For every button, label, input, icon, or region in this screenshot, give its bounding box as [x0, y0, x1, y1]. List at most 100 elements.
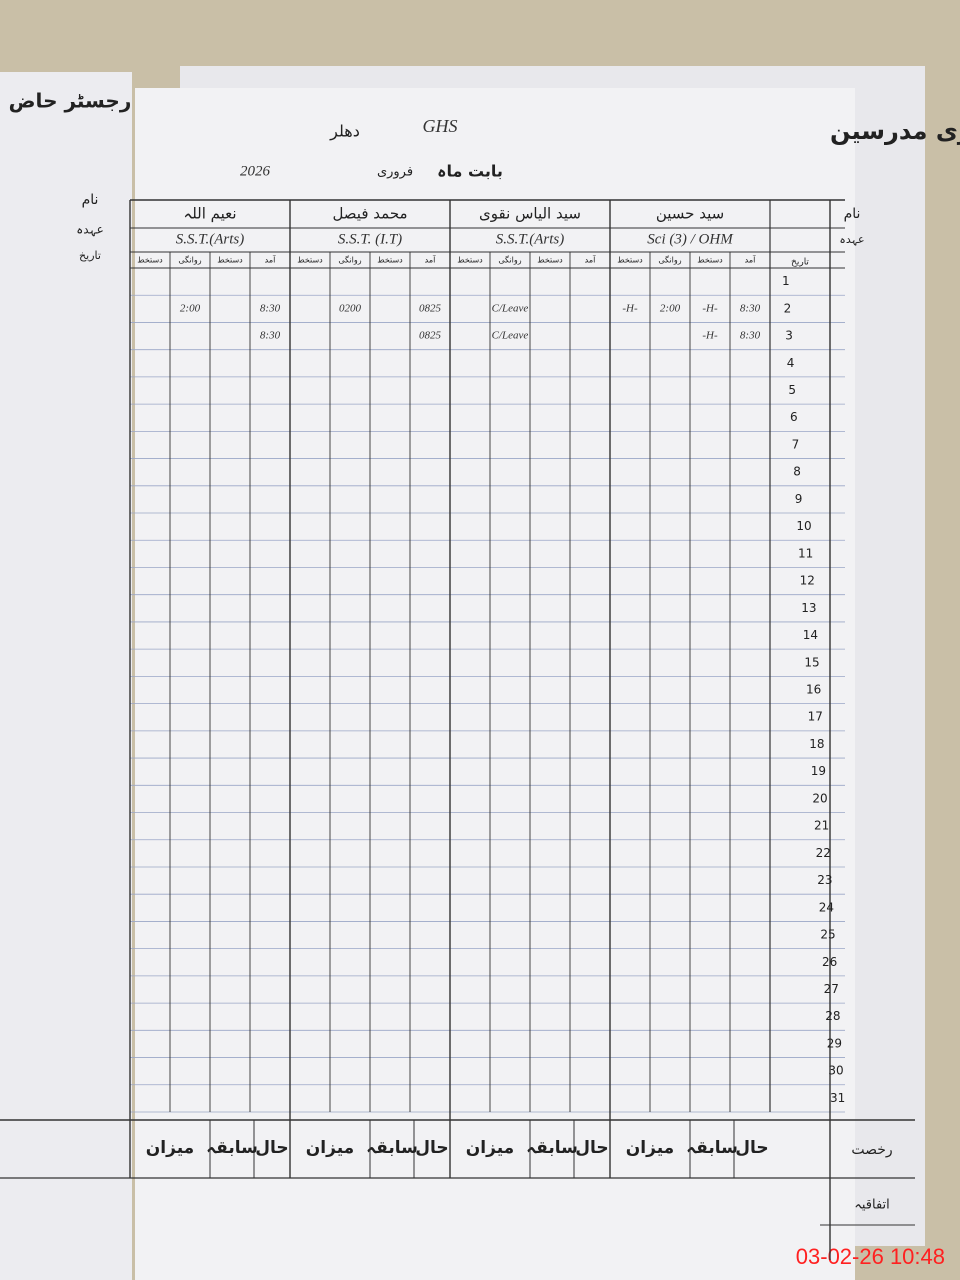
date-number: 21 [814, 819, 829, 833]
subcolumn-label: دستخط [217, 256, 243, 265]
subcolumn-label: آمد [425, 255, 436, 265]
teacher-designation: S.S.T.(Arts) [176, 231, 244, 247]
teacher-designation: S.S.T.(Arts) [496, 231, 564, 247]
date-number: 12 [800, 574, 815, 588]
footer-casual: اتفاقیہ [854, 1198, 890, 1213]
date-number: 24 [819, 900, 834, 914]
teacher-name: سید حسین [656, 205, 724, 223]
date-number: 19 [811, 764, 826, 778]
footer-label: سابقہ [366, 1138, 418, 1158]
teacher-designation: S.S.T. (I.T) [338, 231, 402, 247]
left-label: نام [82, 192, 99, 208]
date-number: 3 [785, 329, 793, 343]
date-number: 2 [784, 301, 792, 315]
timestamp: 03-02-26 10:48 [796, 1244, 945, 1269]
subcolumn-label: دستخط [537, 256, 563, 265]
subcolumn-label: دستخط [617, 256, 643, 265]
date-number: 1 [782, 274, 790, 288]
date-number: 25 [820, 928, 835, 942]
left-title: رجسٹر حاض [9, 89, 132, 113]
date-number: 16 [806, 683, 821, 697]
month: فروری [377, 165, 413, 180]
attendance-entry: 8:30 [740, 302, 761, 314]
teacher-name: نعیم اللہ [183, 205, 236, 223]
attendance-entry: 8:30 [260, 330, 281, 342]
footer-label: حال [575, 1138, 608, 1158]
attendance-entry: -H- [702, 330, 718, 342]
label-designation: عہدہ [839, 233, 864, 246]
subcolumn-label: دستخط [697, 256, 723, 265]
label-name: نام [844, 206, 861, 222]
footer-label: حال [735, 1138, 768, 1158]
footer-label: میزان [466, 1138, 514, 1158]
attendance-entry: C/Leave [492, 330, 529, 342]
date-number: 18 [809, 737, 824, 751]
subcolumn-label: دستخط [297, 256, 323, 265]
date-number: 6 [790, 410, 798, 424]
subcolumn-label: دستخط [457, 256, 483, 265]
date-number: 14 [803, 628, 818, 642]
footer-label: حال [415, 1138, 448, 1158]
date-number: 28 [825, 1009, 840, 1023]
date-number: 26 [822, 955, 837, 969]
date-number: 4 [787, 356, 795, 370]
date-number: 13 [801, 601, 816, 615]
subcolumn-label: دستخط [377, 256, 403, 265]
attendance-entry: C/Leave [492, 302, 529, 314]
footer-label: میزان [626, 1138, 674, 1158]
footer-label: میزان [146, 1138, 194, 1158]
footer-label: سابقہ [206, 1138, 258, 1158]
date-number: 23 [817, 873, 832, 887]
date-number: 17 [808, 710, 823, 724]
subcolumn-label: روانگی [658, 255, 681, 265]
subcolumn-label: روانگی [338, 255, 361, 265]
left-label: تاریخ [79, 249, 101, 262]
right-page [135, 88, 855, 1280]
date-number: 27 [824, 982, 839, 996]
date-number: 11 [798, 546, 813, 560]
teacher-designation: Sci (3) / OHM [647, 231, 734, 247]
footer-label: سابقہ [526, 1138, 578, 1158]
footer-label: حال [255, 1138, 288, 1158]
subcolumn-label: آمد [745, 255, 756, 265]
date-number: 30 [828, 1064, 843, 1078]
date-number: 5 [788, 383, 796, 397]
subcolumn-label: روانگی [498, 255, 521, 265]
attendance-entry: 0825 [419, 302, 442, 314]
date-number: 31 [830, 1091, 845, 1105]
subcolumn-label: دستخط [137, 256, 163, 265]
place: دھلر [329, 122, 360, 142]
attendance-entry: 0825 [419, 330, 442, 342]
attendance-entry: 8:30 [740, 330, 761, 342]
footer-label: میزان [306, 1138, 354, 1158]
date-number: 29 [827, 1036, 842, 1050]
label-date: تاریخ [791, 258, 809, 268]
footer-leave: رخصت [851, 1142, 892, 1158]
subcolumn-label: آمد [265, 255, 276, 265]
attendance-entry: 0200 [339, 302, 362, 314]
date-number: 9 [795, 492, 803, 506]
left-page [0, 72, 132, 1280]
month-label: بابت ماہ [437, 162, 503, 181]
date-number: 15 [804, 655, 819, 669]
teacher-name: سید الیاس نقوی [479, 205, 581, 223]
attendance-entry: -H- [702, 302, 718, 314]
attendance-entry: 2:00 [660, 302, 681, 314]
date-number: 10 [796, 519, 811, 533]
attendance-entry: 2:00 [180, 302, 201, 314]
subcolumn-label: روانگی [178, 255, 201, 265]
date-number: 8 [793, 465, 801, 479]
teacher-name: محمد فیصل [332, 205, 407, 223]
register-title: رجسٹر حاضری مدرسین [830, 117, 960, 145]
subcolumn-label: آمد [585, 255, 596, 265]
date-number: 22 [816, 846, 831, 860]
date-number: 20 [812, 791, 827, 805]
footer-label: سابقہ [686, 1138, 738, 1158]
date-number: 7 [792, 437, 800, 451]
year: 2026 [240, 163, 271, 179]
attendance-entry: -H- [622, 302, 638, 314]
attendance-entry: 8:30 [260, 302, 281, 314]
school-name: GHS [423, 116, 458, 136]
